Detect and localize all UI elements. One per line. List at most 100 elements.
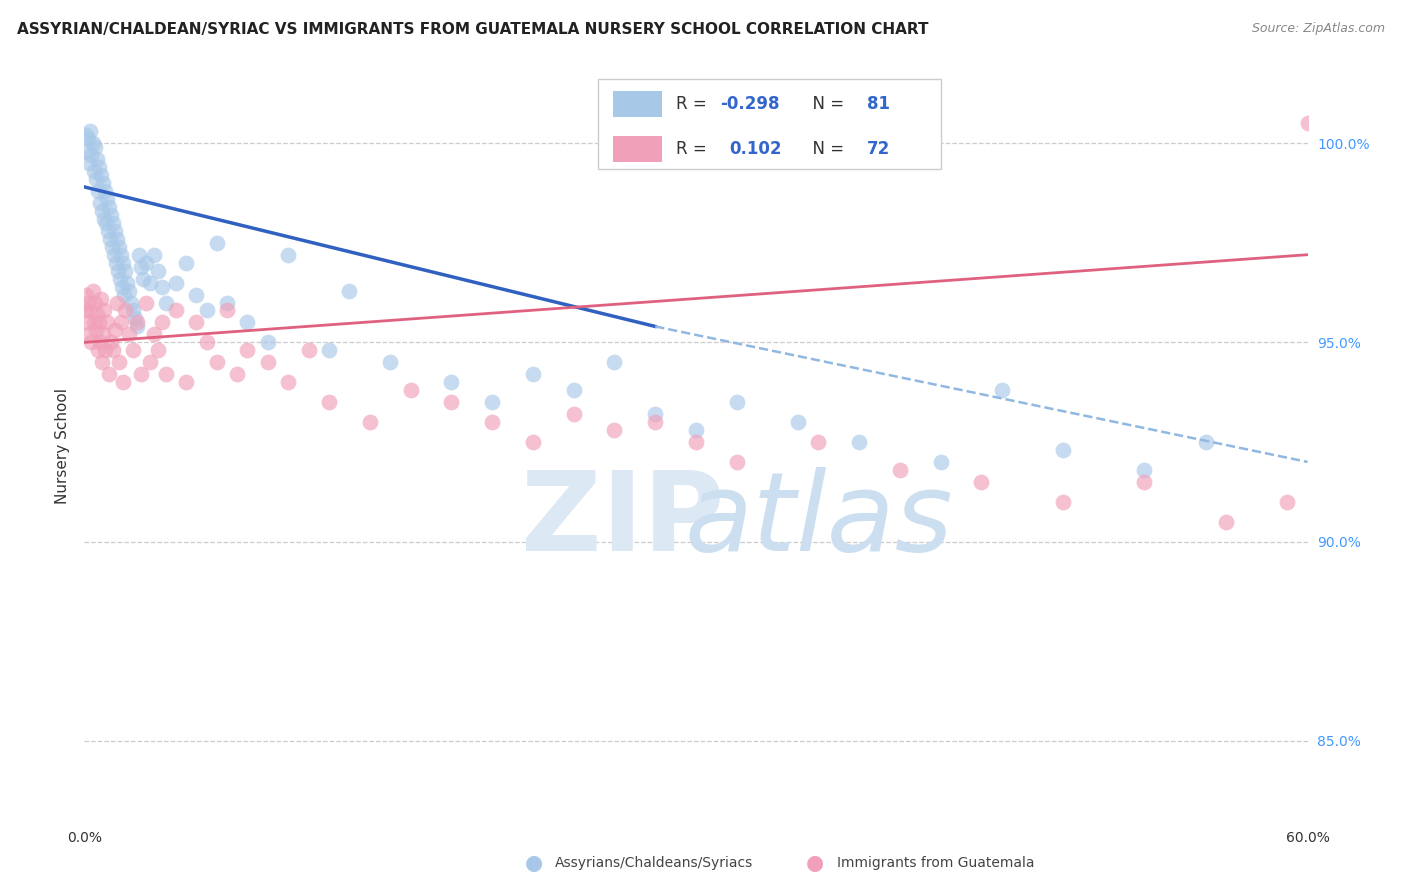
Point bbox=[562, 383, 585, 397]
Bar bbox=[613, 91, 662, 117]
Point bbox=[79, 156, 101, 170]
Point bbox=[101, 240, 124, 254]
Text: N =: N = bbox=[803, 95, 849, 113]
Point bbox=[1052, 442, 1074, 457]
Point bbox=[787, 415, 810, 429]
Point bbox=[339, 284, 361, 298]
Point bbox=[155, 368, 177, 382]
Point bbox=[83, 295, 105, 310]
Point bbox=[97, 200, 120, 214]
Point bbox=[83, 164, 105, 178]
Point bbox=[359, 415, 381, 429]
Point bbox=[124, 311, 146, 326]
Point bbox=[380, 355, 402, 369]
Point bbox=[1215, 515, 1237, 529]
Point bbox=[562, 407, 585, 421]
Text: ZIP: ZIP bbox=[520, 467, 724, 574]
Point bbox=[142, 327, 165, 342]
Point bbox=[118, 327, 141, 342]
Y-axis label: Nursery School: Nursery School bbox=[55, 388, 70, 504]
Point bbox=[603, 423, 626, 437]
Point bbox=[77, 295, 100, 310]
Point bbox=[725, 395, 748, 409]
Point bbox=[929, 455, 952, 469]
Point bbox=[142, 248, 165, 262]
Point bbox=[96, 192, 118, 206]
Point bbox=[80, 148, 103, 162]
Point bbox=[522, 435, 544, 450]
Point bbox=[77, 132, 100, 146]
Point bbox=[226, 368, 249, 382]
Point bbox=[83, 140, 105, 154]
Point bbox=[79, 124, 101, 138]
Point bbox=[205, 235, 228, 250]
Point bbox=[89, 335, 111, 350]
Point bbox=[807, 435, 830, 450]
Point bbox=[83, 315, 105, 329]
Point bbox=[114, 263, 136, 277]
Text: ●: ● bbox=[807, 854, 824, 873]
Point bbox=[131, 368, 153, 382]
Point bbox=[138, 355, 160, 369]
Point bbox=[93, 211, 115, 226]
Point bbox=[93, 303, 115, 318]
Point bbox=[86, 308, 108, 322]
Point bbox=[195, 303, 218, 318]
Point bbox=[1296, 116, 1319, 130]
Text: -0.298: -0.298 bbox=[720, 95, 780, 113]
Text: 0.102: 0.102 bbox=[728, 140, 782, 158]
Point bbox=[146, 343, 169, 358]
Point bbox=[90, 292, 112, 306]
Point bbox=[108, 355, 131, 369]
Point bbox=[146, 263, 169, 277]
Point bbox=[889, 463, 911, 477]
Point bbox=[75, 128, 97, 142]
Point bbox=[685, 423, 707, 437]
Point bbox=[195, 335, 218, 350]
Text: Source: ZipAtlas.com: Source: ZipAtlas.com bbox=[1251, 22, 1385, 36]
Text: Immigrants from Guatemala: Immigrants from Guatemala bbox=[837, 856, 1033, 871]
Point bbox=[122, 343, 145, 358]
Point bbox=[128, 248, 150, 262]
Point bbox=[75, 287, 97, 301]
Point bbox=[84, 172, 107, 186]
Point bbox=[104, 255, 127, 269]
Point bbox=[115, 276, 138, 290]
Point bbox=[440, 395, 463, 409]
Point bbox=[236, 343, 259, 358]
Point bbox=[277, 376, 299, 390]
Point bbox=[1317, 128, 1340, 142]
Point bbox=[104, 224, 127, 238]
Point bbox=[97, 224, 120, 238]
Point bbox=[93, 343, 115, 358]
Point bbox=[481, 395, 503, 409]
Point bbox=[155, 295, 177, 310]
Bar bbox=[613, 136, 662, 162]
Point bbox=[122, 303, 145, 318]
Point bbox=[90, 203, 112, 218]
Point bbox=[111, 279, 134, 293]
Point bbox=[87, 160, 110, 174]
Point bbox=[110, 248, 132, 262]
Point bbox=[205, 355, 228, 369]
Point bbox=[100, 208, 122, 222]
Point bbox=[97, 368, 120, 382]
Point bbox=[93, 184, 115, 198]
Text: atlas: atlas bbox=[683, 467, 953, 574]
Point bbox=[150, 315, 173, 329]
Point bbox=[82, 284, 104, 298]
Point bbox=[217, 295, 239, 310]
Point bbox=[112, 255, 135, 269]
Point bbox=[522, 368, 544, 382]
Point bbox=[76, 144, 98, 158]
Point bbox=[970, 475, 993, 489]
Point bbox=[1195, 435, 1218, 450]
Point bbox=[298, 343, 321, 358]
Point bbox=[79, 303, 101, 318]
Point bbox=[101, 216, 124, 230]
Point bbox=[991, 383, 1014, 397]
Point bbox=[90, 168, 112, 182]
Point bbox=[1277, 495, 1299, 509]
Point bbox=[318, 343, 340, 358]
Text: ●: ● bbox=[526, 854, 543, 873]
